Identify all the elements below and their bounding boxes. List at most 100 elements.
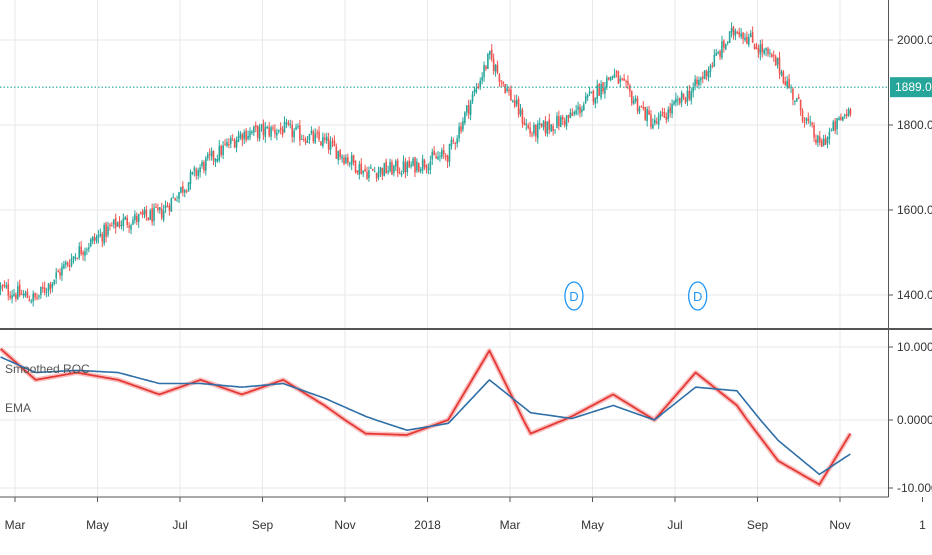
legend-ema: EMA xyxy=(5,401,31,415)
candle-body xyxy=(203,162,205,171)
candle-body xyxy=(57,271,59,273)
candle-body xyxy=(688,90,691,99)
candle-body xyxy=(437,156,439,160)
candle-body xyxy=(34,292,36,298)
candle-body xyxy=(517,98,520,115)
candle-body xyxy=(128,225,130,228)
candle-body xyxy=(40,286,42,296)
candle-body xyxy=(276,132,278,136)
candle-body xyxy=(784,81,787,86)
candle-body xyxy=(619,78,622,82)
candle-body xyxy=(567,115,570,118)
candle-body xyxy=(508,90,510,92)
candle-body xyxy=(544,121,547,134)
candle-body xyxy=(506,88,508,92)
candle-body xyxy=(120,224,123,226)
candle-body xyxy=(339,149,341,158)
candle-body xyxy=(742,32,744,39)
candle-body xyxy=(72,256,75,259)
candle-body xyxy=(124,216,127,220)
candle-body xyxy=(738,32,741,36)
candle-body xyxy=(277,129,280,132)
candle-body xyxy=(231,139,234,141)
candle-body xyxy=(819,136,821,143)
price-axis-label: 1800.00 xyxy=(897,118,932,132)
candle-body xyxy=(824,138,827,145)
candle-body xyxy=(241,134,244,141)
candle-body xyxy=(717,52,719,54)
oscillator-axis-label: 0.0000 xyxy=(897,413,932,427)
candle-body xyxy=(757,48,760,53)
candle-body xyxy=(402,160,405,173)
candle-body xyxy=(642,106,645,109)
candle-body xyxy=(811,123,813,125)
time-axis-label: May xyxy=(581,518,604,532)
candle-body xyxy=(629,85,631,92)
candle-body xyxy=(358,164,361,175)
candle-body xyxy=(341,156,343,159)
candle-body xyxy=(500,80,503,82)
candle-body xyxy=(18,284,21,296)
candle-body xyxy=(759,44,762,55)
candle-body xyxy=(235,139,238,148)
candle-body xyxy=(371,168,374,171)
candle-body xyxy=(490,49,493,60)
candle-body xyxy=(803,121,806,123)
candle-body xyxy=(387,170,389,173)
candle-body xyxy=(583,104,585,111)
candle-body xyxy=(126,217,128,226)
candle-body xyxy=(794,100,796,102)
candle-body xyxy=(5,285,8,288)
candle-body xyxy=(130,225,132,230)
candle-body xyxy=(210,150,213,157)
candle-body xyxy=(185,191,188,193)
time-axis-label: 2018 xyxy=(414,518,441,532)
candle-body xyxy=(205,158,207,171)
candle-body xyxy=(805,118,808,121)
candle-body xyxy=(220,145,223,156)
candle-body xyxy=(86,249,88,251)
candle-body xyxy=(607,77,610,80)
candle-body xyxy=(558,116,560,126)
candle-body xyxy=(30,301,33,303)
candle-body xyxy=(43,287,46,293)
candle-body xyxy=(654,119,656,124)
candle-body xyxy=(287,122,290,125)
candle-body xyxy=(849,109,852,115)
candle-body xyxy=(63,264,65,269)
candle-body xyxy=(774,56,777,66)
candle-body xyxy=(640,106,643,108)
candle-body xyxy=(469,101,472,116)
dividend-marker[interactable] xyxy=(688,281,708,311)
dividend-marker[interactable] xyxy=(564,281,584,311)
candle-body xyxy=(675,98,677,103)
candle-body xyxy=(502,81,505,84)
candle-body xyxy=(364,169,366,172)
candle-body xyxy=(249,131,251,138)
candle-body xyxy=(586,94,589,98)
candle-body xyxy=(143,209,146,215)
candle-body xyxy=(538,123,541,125)
candle-body xyxy=(554,129,556,131)
candle-body xyxy=(91,236,94,242)
candle-body xyxy=(112,219,115,225)
candle-body xyxy=(569,112,572,119)
time-axis-label: Jul xyxy=(172,518,187,532)
candle-body xyxy=(396,160,399,174)
candle-body xyxy=(116,222,119,227)
candle-body xyxy=(661,111,664,113)
candle-body xyxy=(38,295,40,297)
candle-body xyxy=(797,96,800,100)
candle-body xyxy=(423,160,426,168)
candle-body xyxy=(370,167,372,169)
candle-body xyxy=(473,90,476,94)
candle-body xyxy=(786,80,788,88)
candle-body xyxy=(680,92,683,103)
candle-body xyxy=(95,237,98,241)
candle-body xyxy=(164,205,167,209)
candle-body xyxy=(419,169,422,172)
candle-body xyxy=(404,162,407,173)
candle-body xyxy=(723,40,725,48)
